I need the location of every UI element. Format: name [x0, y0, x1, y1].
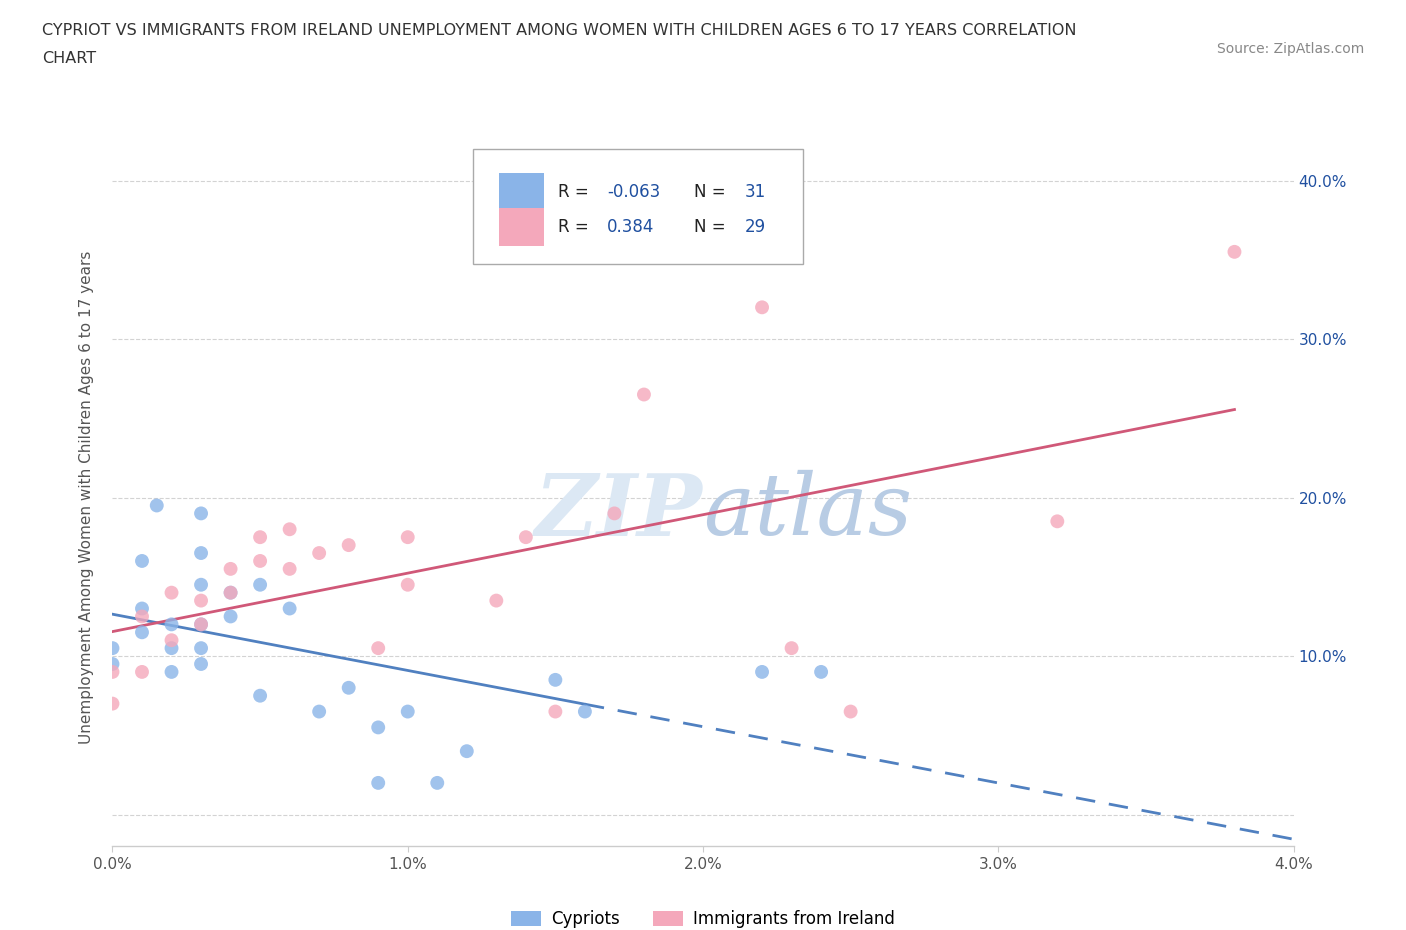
Point: [160, 664, 183, 679]
Point: [190, 617, 212, 631]
Point: [515, 530, 537, 545]
Point: [839, 704, 862, 719]
Point: [751, 299, 773, 314]
Point: [308, 546, 330, 561]
Point: [810, 664, 832, 679]
FancyBboxPatch shape: [499, 208, 544, 246]
Legend: Cypriots, Immigrants from Ireland: Cypriots, Immigrants from Ireland: [505, 903, 901, 930]
Point: [190, 657, 212, 671]
Point: [544, 704, 567, 719]
Point: [131, 664, 153, 679]
Point: [396, 704, 419, 719]
Text: R =: R =: [558, 219, 593, 236]
Point: [249, 578, 271, 592]
Point: [337, 681, 360, 696]
Point: [278, 562, 301, 577]
Point: [249, 553, 271, 568]
Point: [544, 672, 567, 687]
Point: [101, 657, 124, 671]
Point: [131, 601, 153, 616]
Point: [131, 625, 153, 640]
Text: 31: 31: [744, 183, 766, 202]
Point: [101, 641, 124, 656]
Point: [190, 617, 212, 631]
Point: [367, 776, 389, 790]
Point: [160, 585, 183, 600]
Point: [249, 530, 271, 545]
Point: [278, 601, 301, 616]
Point: [367, 720, 389, 735]
Text: ZIP: ZIP: [536, 470, 703, 553]
Point: [219, 585, 242, 600]
Point: [219, 609, 242, 624]
Point: [1046, 514, 1069, 529]
Text: N =: N =: [693, 183, 731, 202]
Y-axis label: Unemployment Among Women with Children Ages 6 to 17 years: Unemployment Among Women with Children A…: [79, 251, 94, 744]
Point: [603, 506, 626, 521]
Point: [337, 538, 360, 552]
Point: [485, 593, 508, 608]
Point: [190, 593, 212, 608]
Text: R =: R =: [558, 183, 593, 202]
FancyBboxPatch shape: [499, 173, 544, 212]
Text: 0.384: 0.384: [607, 219, 655, 236]
Text: atlas: atlas: [703, 471, 912, 552]
Point: [780, 641, 803, 656]
Point: [396, 578, 419, 592]
Point: [574, 704, 596, 719]
Point: [367, 641, 389, 656]
Point: [146, 498, 169, 513]
Point: [190, 641, 212, 656]
Point: [249, 688, 271, 703]
Point: [456, 744, 478, 759]
Point: [219, 585, 242, 600]
Point: [160, 632, 183, 647]
Point: [160, 641, 183, 656]
Point: [308, 704, 330, 719]
Point: [101, 697, 124, 711]
Point: [131, 609, 153, 624]
Point: [219, 562, 242, 577]
Point: [278, 522, 301, 537]
Text: Source: ZipAtlas.com: Source: ZipAtlas.com: [1216, 42, 1364, 56]
Point: [1223, 245, 1246, 259]
Point: [426, 776, 449, 790]
Point: [190, 578, 212, 592]
Point: [396, 530, 419, 545]
Text: -0.063: -0.063: [607, 183, 661, 202]
Text: N =: N =: [693, 219, 731, 236]
Point: [190, 546, 212, 561]
Text: CYPRIOT VS IMMIGRANTS FROM IRELAND UNEMPLOYMENT AMONG WOMEN WITH CHILDREN AGES 6: CYPRIOT VS IMMIGRANTS FROM IRELAND UNEMP…: [42, 23, 1077, 38]
Point: [131, 553, 153, 568]
Text: 29: 29: [744, 219, 765, 236]
Point: [160, 617, 183, 631]
Point: [751, 664, 773, 679]
Point: [101, 664, 124, 679]
Text: CHART: CHART: [42, 51, 96, 66]
FancyBboxPatch shape: [472, 149, 803, 264]
Point: [633, 387, 655, 402]
Point: [190, 506, 212, 521]
